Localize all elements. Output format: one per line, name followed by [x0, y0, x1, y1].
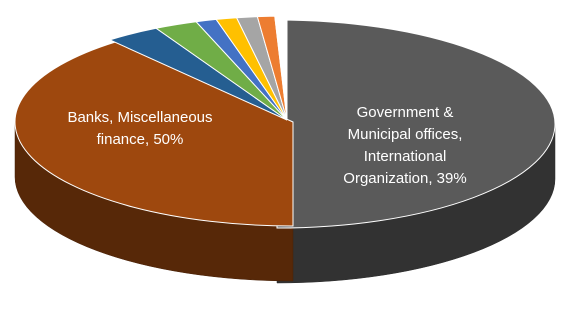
data-label-government-municipal-offices-international-organization: Government & Municipal offices, Internatio… — [343, 104, 466, 187]
data-label-banks-miscellaneous-finance: Banks, Miscellaneous finance, 50% — [67, 109, 212, 148]
pie-slice-banks-miscellaneous-finance[interactable] — [276, 19, 556, 229]
pie-slice-slice-8[interactable] — [274, 15, 288, 121]
pie-slice-government-municipal-offices-international-organization[interactable] — [14, 41, 294, 227]
